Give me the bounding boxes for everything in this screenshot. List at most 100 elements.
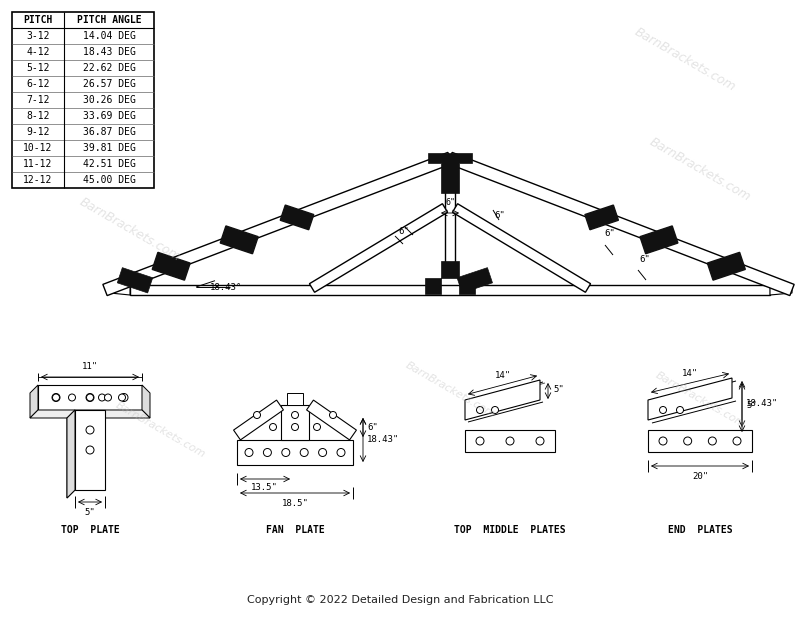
Polygon shape: [585, 205, 618, 230]
Circle shape: [270, 423, 277, 431]
Text: 5": 5": [746, 400, 757, 410]
Text: FAN  PLATE: FAN PLATE: [266, 525, 324, 535]
Text: 36.87 DEG: 36.87 DEG: [82, 127, 135, 137]
Text: 9-12: 9-12: [26, 127, 50, 137]
Circle shape: [314, 423, 321, 431]
Circle shape: [708, 437, 716, 445]
Text: 3-12: 3-12: [26, 31, 50, 41]
Polygon shape: [220, 226, 258, 254]
Polygon shape: [428, 153, 472, 193]
Polygon shape: [67, 410, 75, 498]
Circle shape: [506, 437, 514, 445]
Text: 13.5": 13.5": [250, 483, 278, 492]
Circle shape: [291, 423, 298, 431]
Text: Copyright © 2022 Detailed Design and Fabrication LLC: Copyright © 2022 Detailed Design and Fab…: [246, 595, 554, 605]
Text: 18.43°: 18.43°: [210, 283, 242, 292]
Text: 7-12: 7-12: [26, 95, 50, 105]
Bar: [38, 385, 142, 410]
Circle shape: [733, 437, 741, 445]
Text: TOP  MIDDLE  PLATES: TOP MIDDLE PLATES: [454, 525, 566, 535]
Polygon shape: [640, 226, 678, 254]
Polygon shape: [110, 285, 130, 295]
Bar: [130, 285, 770, 295]
Text: 18.43 DEG: 18.43 DEG: [82, 47, 135, 57]
Circle shape: [52, 394, 60, 402]
Text: 6": 6": [398, 227, 410, 237]
Text: 22.62 DEG: 22.62 DEG: [82, 63, 135, 73]
Text: END  PLATES: END PLATES: [668, 525, 732, 535]
Circle shape: [300, 449, 308, 457]
Polygon shape: [67, 410, 75, 498]
Circle shape: [53, 394, 59, 401]
Circle shape: [118, 394, 126, 401]
Polygon shape: [648, 378, 732, 420]
Circle shape: [477, 407, 483, 413]
Polygon shape: [103, 153, 452, 295]
Polygon shape: [30, 410, 150, 418]
Text: 6": 6": [445, 198, 455, 207]
Polygon shape: [142, 385, 150, 418]
Bar: [648, 430, 752, 452]
Polygon shape: [118, 268, 153, 293]
Text: PITCH ANGLE: PITCH ANGLE: [77, 15, 142, 25]
Text: 6": 6": [367, 423, 378, 433]
Polygon shape: [234, 400, 283, 440]
Polygon shape: [453, 204, 590, 292]
Text: BarnBrackets.com: BarnBrackets.com: [77, 196, 183, 265]
Polygon shape: [465, 380, 540, 420]
Text: 4-12: 4-12: [26, 47, 50, 57]
Bar: [12, 12, 154, 188]
Text: TOP  PLATE: TOP PLATE: [61, 525, 119, 535]
Circle shape: [330, 412, 337, 418]
Circle shape: [476, 437, 484, 445]
Text: 8-12: 8-12: [26, 111, 50, 121]
Circle shape: [318, 449, 326, 457]
Text: 42.51 DEG: 42.51 DEG: [82, 159, 135, 169]
Text: 30.26 DEG: 30.26 DEG: [82, 95, 135, 105]
Text: 18.5": 18.5": [282, 499, 309, 508]
Bar: [465, 430, 555, 452]
Text: PITCH: PITCH: [23, 15, 53, 25]
Polygon shape: [707, 252, 746, 280]
Polygon shape: [280, 205, 314, 230]
Text: 45.00 DEG: 45.00 DEG: [82, 175, 135, 185]
Bar: [237, 440, 353, 465]
Text: 5": 5": [553, 386, 564, 394]
Text: 10-12: 10-12: [23, 143, 53, 153]
Circle shape: [98, 394, 106, 401]
Text: BarnBrackets.com: BarnBrackets.com: [632, 26, 738, 95]
Circle shape: [659, 407, 666, 413]
Text: 11-12: 11-12: [23, 159, 53, 169]
Text: 26.57 DEG: 26.57 DEG: [82, 79, 135, 89]
Text: 6": 6": [605, 229, 615, 237]
Text: 5": 5": [85, 508, 95, 517]
Polygon shape: [457, 268, 493, 293]
Circle shape: [291, 412, 298, 418]
Circle shape: [69, 394, 75, 401]
Polygon shape: [425, 261, 475, 294]
Circle shape: [86, 446, 94, 454]
Circle shape: [245, 449, 253, 457]
Circle shape: [659, 437, 667, 445]
Text: 6-12: 6-12: [26, 79, 50, 89]
Text: 14": 14": [682, 369, 698, 378]
Text: BarnBrackets.com: BarnBrackets.com: [403, 360, 497, 420]
Bar: [287, 393, 303, 405]
Text: 6": 6": [640, 255, 650, 265]
Text: 20": 20": [692, 472, 708, 481]
Circle shape: [536, 437, 544, 445]
Circle shape: [263, 449, 271, 457]
Text: 5-12: 5-12: [26, 63, 50, 73]
Polygon shape: [770, 285, 792, 295]
Circle shape: [677, 407, 683, 413]
Circle shape: [282, 449, 290, 457]
Text: 6": 6": [494, 211, 506, 221]
Bar: [75, 410, 105, 490]
Circle shape: [254, 412, 261, 418]
Circle shape: [120, 394, 128, 402]
Polygon shape: [310, 204, 447, 292]
Text: 18.43": 18.43": [746, 399, 778, 408]
Circle shape: [491, 407, 498, 413]
Text: 39.81 DEG: 39.81 DEG: [82, 143, 135, 153]
Text: 14.04 DEG: 14.04 DEG: [82, 31, 135, 41]
